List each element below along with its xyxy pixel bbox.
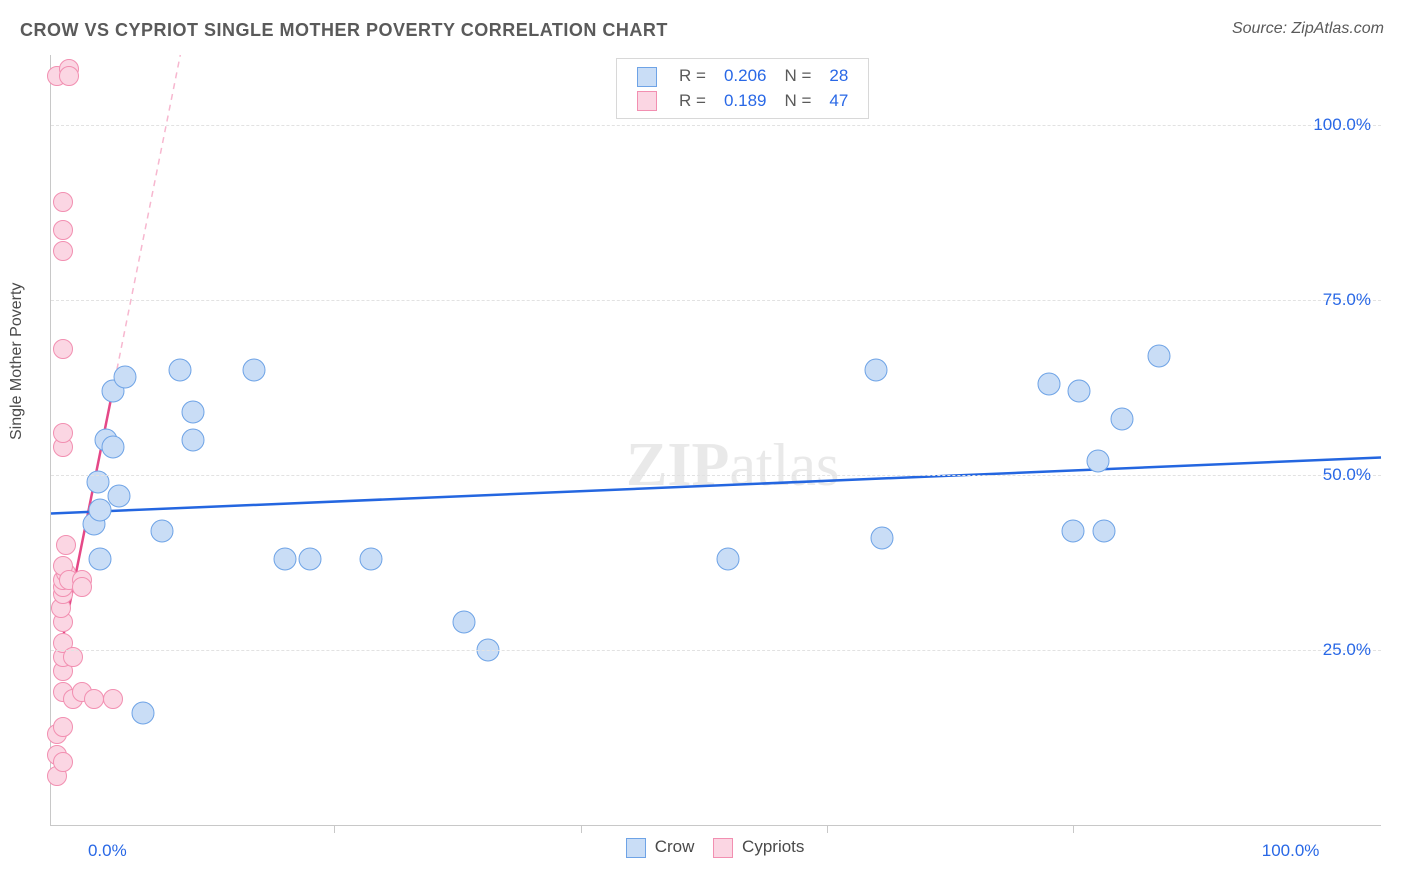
legend-row-crow: R = 0.206 N = 28 — [629, 65, 856, 88]
legend-crow-label: Crow — [655, 837, 695, 856]
legend-cypriots-label: Cypriots — [742, 837, 804, 856]
x-tick-label: 0.0% — [88, 841, 127, 861]
crow-point — [181, 401, 204, 424]
cypriots-point — [53, 339, 73, 359]
crow-point — [89, 548, 112, 571]
crow-point — [865, 359, 888, 382]
crow-point — [86, 471, 109, 494]
y-tick-label: 75.0% — [1323, 290, 1371, 310]
cypriots-swatch-icon — [713, 838, 733, 858]
crow-point — [717, 548, 740, 571]
crow-point — [1148, 345, 1171, 368]
cypriots-point — [103, 689, 123, 709]
cypriots-swatch — [637, 91, 657, 111]
crow-point — [273, 548, 296, 571]
y-tick-label: 50.0% — [1323, 465, 1371, 485]
crow-point — [360, 548, 383, 571]
crow-point — [1086, 450, 1109, 473]
crow-point — [452, 611, 475, 634]
correlation-legend: R = 0.206 N = 28 R = 0.189 N = 47 — [616, 58, 869, 119]
series-legend: Crow Cypriots — [626, 837, 804, 858]
crow-swatch — [637, 67, 657, 87]
trend-lines-layer — [51, 55, 1381, 825]
crow-point — [169, 359, 192, 382]
y-tick-label: 25.0% — [1323, 640, 1371, 660]
chart-title: CROW VS CYPRIOT SINGLE MOTHER POVERTY CO… — [20, 20, 668, 41]
crow-point — [1037, 373, 1060, 396]
crow-point — [101, 436, 124, 459]
crow-point — [243, 359, 266, 382]
cypriots-point — [72, 577, 92, 597]
crow-point — [298, 548, 321, 571]
cypriots-point — [53, 241, 73, 261]
cypriots-point — [53, 220, 73, 240]
cypriots-point — [53, 752, 73, 772]
crow-swatch-icon — [626, 838, 646, 858]
source-attribution: Source: ZipAtlas.com — [1232, 20, 1384, 38]
cypriots-point — [56, 535, 76, 555]
cypriots-point — [59, 66, 79, 86]
cypriots-point — [84, 689, 104, 709]
legend-row-cypriots: R = 0.189 N = 47 — [629, 90, 856, 113]
cypriots-point — [53, 192, 73, 212]
crow-point — [871, 527, 894, 550]
crow-point — [1068, 380, 1091, 403]
y-tick-label: 100.0% — [1313, 115, 1371, 135]
crow-point — [107, 485, 130, 508]
x-tick-label: 100.0% — [1262, 841, 1320, 861]
crow-point — [150, 520, 173, 543]
crow-point — [132, 702, 155, 725]
crow-point — [1111, 408, 1134, 431]
y-axis-label: Single Mother Poverty — [8, 283, 26, 440]
crow-point — [1092, 520, 1115, 543]
crow-point — [1062, 520, 1085, 543]
cypriots-point — [53, 717, 73, 737]
cypriots-point — [53, 423, 73, 443]
plot-area: ZIPatlas R = 0.206 N = 28 R = 0.189 N = … — [50, 55, 1381, 826]
crow-point — [181, 429, 204, 452]
crow-point — [113, 366, 136, 389]
